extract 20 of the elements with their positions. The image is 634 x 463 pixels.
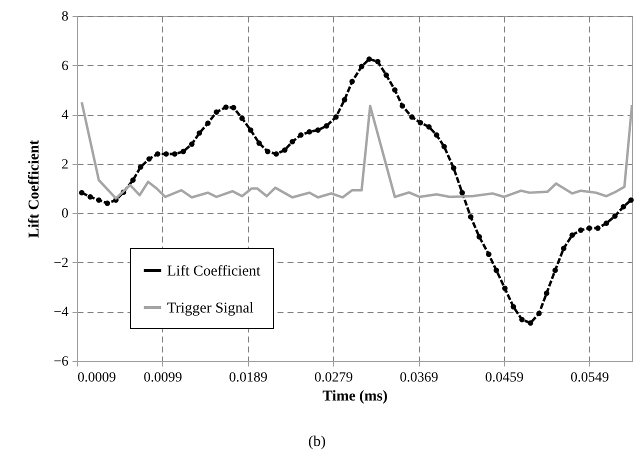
y-tick-label: 0 [62,206,68,222]
y-tick-label: 6 [62,58,68,74]
x-tick-label: 0.0279 [314,370,353,386]
y-tick-label: −6 [54,354,68,370]
y-tick-label: 2 [62,157,68,172]
x-tick-label: 0.0189 [229,370,268,386]
y-axis-title: Lift Coefficient [26,140,43,238]
y-tick-label: −2 [54,256,68,271]
legend-label: Trigger Signal [167,300,254,316]
y-tick-label: 8 [62,10,68,24]
x-tick-label: 0.0369 [400,370,438,386]
x-tick-label: 0.0099 [144,370,182,386]
y-tick-label: −4 [54,305,68,320]
x-tick-label: 0.0549 [570,370,610,386]
x-tick-label: 0.0459 [485,370,524,386]
y-tick-label: 4 [62,108,68,124]
x-tick-label: 0.0009 [78,370,116,386]
text: (b) [307,433,327,451]
legend-label: Lift Coefficient [167,264,262,280]
x-axis-title: Time (ms) [322,388,388,404]
